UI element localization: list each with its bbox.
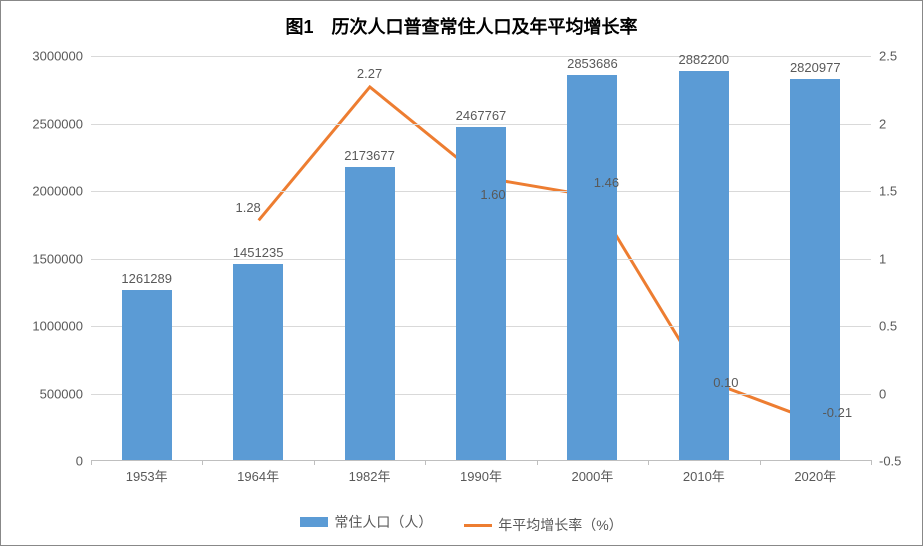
x-tick (760, 460, 761, 465)
y2-axis-label: 0 (879, 386, 886, 401)
x-tick (425, 460, 426, 465)
line-value-label: -0.21 (822, 405, 852, 420)
x-axis-label: 2000年 (571, 466, 613, 485)
line-value-label: 0.10 (713, 375, 738, 390)
x-axis-label: 2020年 (794, 466, 836, 485)
x-tick (537, 460, 538, 465)
y2-axis-label: 2 (879, 116, 886, 131)
line-value-label: 1.60 (480, 187, 505, 202)
legend-swatch-line (464, 524, 492, 527)
y1-axis-label: 0 (76, 454, 83, 469)
bar: 1451235 (233, 264, 283, 460)
y2-axis-label: -0.5 (879, 454, 901, 469)
y1-axis-label: 1500000 (32, 251, 83, 266)
x-tick (202, 460, 203, 465)
x-tick (91, 460, 92, 465)
y2-axis-label: 1.5 (879, 184, 897, 199)
bar-value-label: 2173677 (344, 148, 395, 163)
legend-swatch-bar (300, 517, 328, 527)
line-value-label: 2.27 (357, 66, 382, 81)
x-axis-label: 2010年 (683, 466, 725, 485)
x-axis-label: 1953年 (126, 466, 168, 485)
y1-axis-label: 2500000 (32, 116, 83, 131)
bar-value-label: 2467767 (456, 108, 507, 123)
legend-label-line: 年平均增长率（%） (498, 515, 622, 535)
gridline (91, 56, 871, 57)
legend: 常住人口（人） 年平均增长率（%） (1, 512, 922, 536)
gridline (91, 124, 871, 125)
y1-axis-label: 1000000 (32, 319, 83, 334)
x-axis-label: 1964年 (237, 466, 279, 485)
y2-axis-label: 0.5 (879, 319, 897, 334)
x-tick (871, 460, 872, 465)
legend-label-bars: 常住人口（人） (334, 512, 432, 532)
legend-item-line: 年平均增长率（%） (464, 515, 622, 535)
y2-axis-label: 1 (879, 251, 886, 266)
y1-axis-label: 500000 (40, 386, 83, 401)
bar: 2173677 (345, 167, 395, 460)
bar-value-label: 1261289 (121, 271, 172, 286)
chart-title: 图1 历次人口普查常住人口及年平均增长率 (1, 1, 922, 39)
bar: 1261289 (122, 290, 172, 460)
line-value-label: 1.46 (594, 175, 619, 190)
bar: 2882200 (679, 71, 729, 460)
bar: 2467767 (456, 127, 506, 460)
bar-value-label: 1451235 (233, 245, 284, 260)
plot-area: 0500000100000015000002000000250000030000… (91, 56, 871, 461)
legend-item-bars: 常住人口（人） (300, 512, 432, 532)
x-tick (314, 460, 315, 465)
x-axis-label: 1982年 (349, 466, 391, 485)
bar: 2820977 (790, 79, 840, 460)
x-tick (648, 460, 649, 465)
bar-value-label: 2853686 (567, 56, 618, 71)
line-value-label: 1.28 (235, 200, 260, 215)
y1-axis-label: 2000000 (32, 184, 83, 199)
bar-value-label: 2882200 (679, 52, 730, 67)
y1-axis-label: 3000000 (32, 49, 83, 64)
chart-container: 图1 历次人口普查常住人口及年平均增长率 0500000100000015000… (0, 0, 923, 546)
bar-value-label: 2820977 (790, 60, 841, 75)
y2-axis-label: 2.5 (879, 49, 897, 64)
bar: 2853686 (567, 75, 617, 460)
x-axis-label: 1990年 (460, 466, 502, 485)
